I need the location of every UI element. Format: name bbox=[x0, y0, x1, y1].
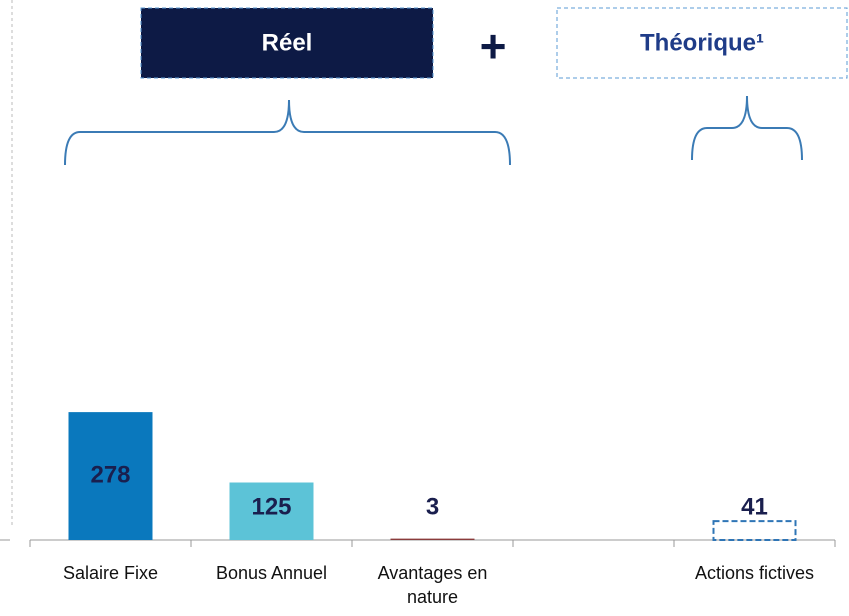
x-tick-label: Actions fictives bbox=[694, 563, 815, 583]
brace bbox=[691, 95, 803, 161]
value-label: 3 bbox=[426, 493, 439, 520]
group-label: Réel bbox=[262, 29, 313, 56]
x-tick-label: Bonus Annuel bbox=[215, 563, 328, 583]
x-tick-label: Avantages en nature bbox=[377, 563, 488, 607]
bar bbox=[712, 520, 797, 542]
x-tick-label: Salaire Fixe bbox=[62, 563, 159, 583]
bar bbox=[68, 412, 153, 540]
value-label: 125 bbox=[251, 493, 291, 520]
group-join: + bbox=[480, 20, 507, 72]
group-label: Théorique¹ bbox=[640, 29, 764, 56]
value-label: 41 bbox=[741, 493, 768, 520]
bar bbox=[229, 482, 314, 540]
bar bbox=[390, 538, 475, 540]
group-box-theoretical bbox=[556, 7, 848, 79]
value-label: 278 bbox=[90, 461, 130, 488]
brace bbox=[64, 99, 511, 166]
group-box-real bbox=[140, 7, 434, 79]
